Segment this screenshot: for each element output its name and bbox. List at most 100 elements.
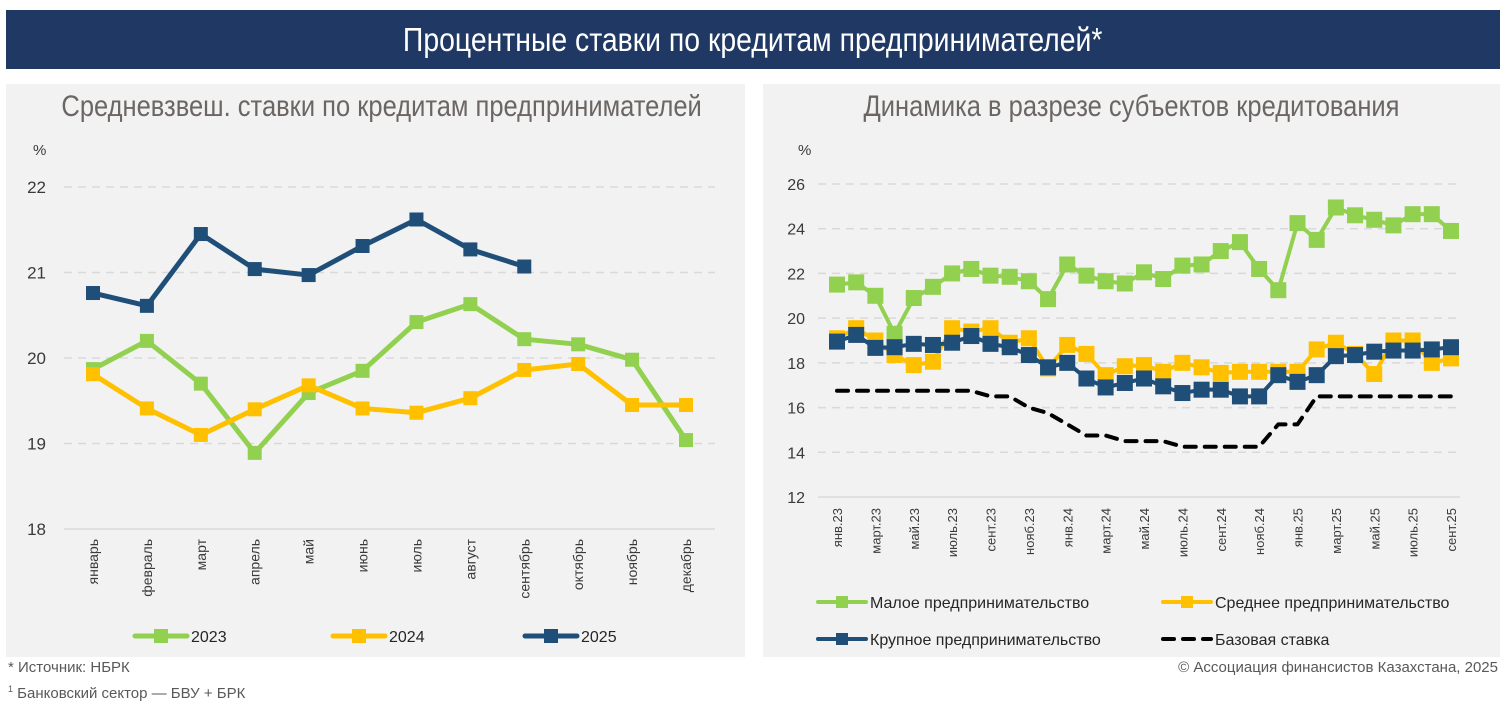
data-point <box>867 287 884 304</box>
data-point-2023 <box>517 332 532 347</box>
data-point <box>1078 370 1095 387</box>
legend-label: Среднее предпринимательство <box>1215 595 1450 612</box>
data-point <box>905 335 922 352</box>
y-tick-label: 21 <box>27 264 46 283</box>
data-point-2024 <box>86 367 100 382</box>
data-point <box>1289 215 1306 232</box>
legend-label: 2024 <box>389 629 425 646</box>
data-point <box>1193 359 1210 376</box>
data-point <box>1078 345 1095 362</box>
x-tick-label: янв.23 <box>830 508 845 547</box>
data-point-2023 <box>193 376 208 391</box>
legend-label: 2023 <box>191 629 227 646</box>
data-point <box>1116 275 1133 292</box>
x-tick-label: март.24 <box>1099 508 1114 554</box>
legend-swatch-marker <box>352 629 366 643</box>
right-chart: % 12 14 16 18 20 22 24 26 янв.23 март.23 май.23 июль… <box>787 142 1460 649</box>
data-point <box>1174 385 1191 402</box>
data-point <box>1443 222 1459 239</box>
data-point <box>1193 381 1210 398</box>
x-tick-label: июль.24 <box>1175 508 1190 557</box>
data-point <box>1097 367 1114 384</box>
data-point <box>1155 271 1172 288</box>
legend-label: 2025 <box>581 629 617 646</box>
data-point <box>886 325 903 342</box>
x-tick-label: янв.25 <box>1291 508 1306 547</box>
data-point-2023 <box>355 363 370 378</box>
data-point <box>1385 217 1402 234</box>
x-tick-label: май.23 <box>907 508 922 550</box>
series-line-Базовая ставка <box>835 388 1453 449</box>
data-point <box>1174 354 1191 371</box>
data-point <box>1270 282 1287 299</box>
data-point <box>829 276 845 293</box>
y-axis-unit-label: % <box>33 142 46 159</box>
data-point-2025 <box>301 268 316 283</box>
y-tick-label: 12 <box>787 490 805 507</box>
y-tick-label: 24 <box>787 222 805 239</box>
data-point-2024 <box>625 398 640 413</box>
x-tick-label: янв.24 <box>1060 508 1075 547</box>
data-point <box>1136 357 1152 374</box>
data-point-2025 <box>517 259 532 274</box>
data-point <box>1385 342 1402 359</box>
x-tick-label: сент.24 <box>1214 508 1229 552</box>
data-point-2023 <box>571 337 586 352</box>
data-point <box>1212 381 1229 398</box>
data-point <box>963 328 980 345</box>
copyright-notice: © Ассоциация финансистов Казахстана, 202… <box>1178 659 1498 676</box>
data-point <box>1136 264 1152 281</box>
data-point <box>1001 339 1018 356</box>
y-tick-label: 22 <box>787 266 805 283</box>
y-axis-unit-label: % <box>798 142 811 159</box>
y-tick-label: 19 <box>27 435 46 454</box>
source-footnote: * Источник: НБРК <box>8 659 130 676</box>
x-tick-label: сентябрь <box>516 539 532 599</box>
data-point <box>944 334 961 351</box>
data-point-2025 <box>355 238 370 253</box>
data-point <box>982 320 999 337</box>
data-point <box>1404 206 1421 223</box>
data-point <box>1040 359 1057 376</box>
data-point <box>963 260 980 277</box>
data-point-2023 <box>247 445 262 460</box>
x-tick-label: нояб.24 <box>1252 508 1267 555</box>
data-point <box>1308 367 1325 384</box>
x-tick-label: март.25 <box>1329 508 1344 554</box>
data-point <box>1347 207 1364 224</box>
data-point <box>1308 341 1325 358</box>
data-point <box>1020 330 1037 347</box>
data-point <box>924 336 941 353</box>
left-chart-panel: Средневзвеш. ставки по кредитам предприн… <box>6 84 745 657</box>
x-tick-label: январь <box>85 539 101 584</box>
data-point <box>1155 378 1172 395</box>
y-tick-label: 18 <box>27 520 46 539</box>
data-point <box>1423 206 1440 223</box>
x-tick-label: март <box>193 538 209 570</box>
data-point-2024 <box>139 401 154 416</box>
right-chart-title: Динамика в разрезе субъектов кредитовани… <box>863 90 1400 123</box>
data-point-2025 <box>86 286 100 301</box>
x-tick-label: сент.25 <box>1444 508 1459 552</box>
data-point <box>848 274 865 291</box>
data-point <box>1366 211 1383 228</box>
data-point <box>1097 379 1114 396</box>
data-point <box>1059 354 1076 371</box>
data-point-2024 <box>409 405 424 420</box>
x-tick-label: июль <box>408 539 424 572</box>
data-point <box>1327 199 1344 216</box>
data-point <box>1366 366 1383 383</box>
y-tick-label: 20 <box>787 311 805 328</box>
data-point <box>1251 260 1268 277</box>
x-tick-label: февраль <box>139 539 155 597</box>
data-point <box>905 357 922 374</box>
data-point-2023 <box>139 333 154 348</box>
data-point-2024 <box>193 427 208 442</box>
data-point <box>1347 347 1364 364</box>
data-point <box>1366 343 1383 360</box>
data-point <box>1327 334 1344 351</box>
x-tick-label: июль.25 <box>1406 508 1421 557</box>
series-line-2024 <box>91 361 686 438</box>
data-point <box>1327 348 1344 365</box>
x-tick-label: июнь <box>355 539 371 572</box>
